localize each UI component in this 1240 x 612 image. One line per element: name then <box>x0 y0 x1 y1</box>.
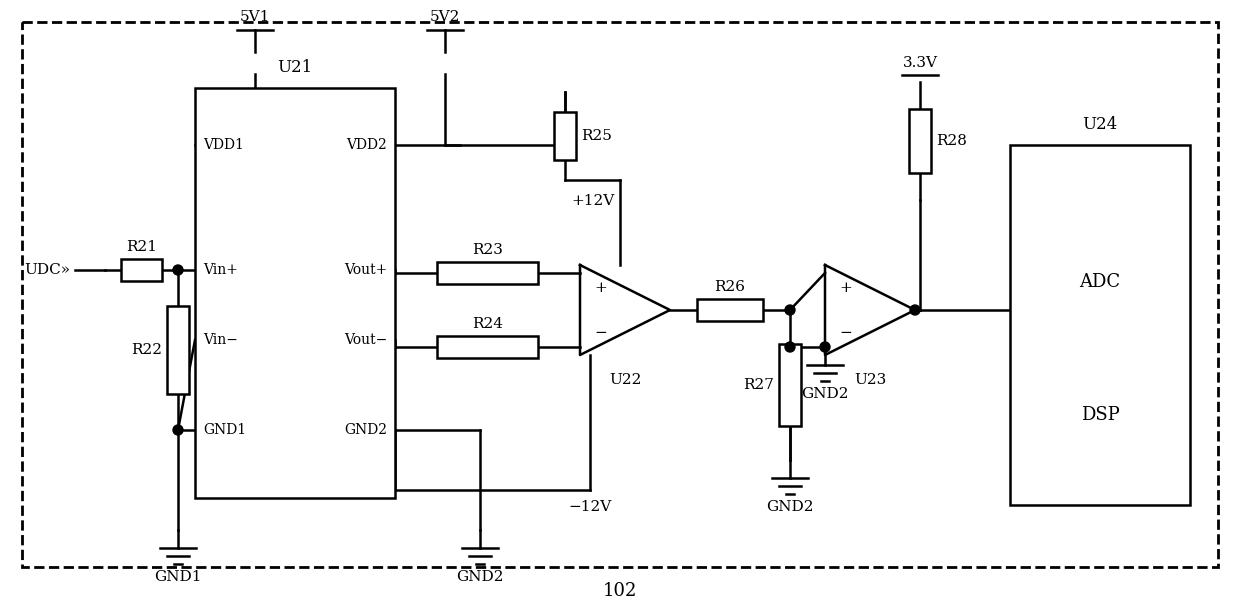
Text: VDD2: VDD2 <box>346 138 387 152</box>
Text: GND2: GND2 <box>766 500 813 514</box>
Text: UDC»: UDC» <box>24 263 69 277</box>
Text: R26: R26 <box>714 280 745 294</box>
Text: U21: U21 <box>278 59 312 76</box>
Text: Vout+: Vout+ <box>343 263 387 277</box>
Text: GND2: GND2 <box>456 570 503 584</box>
Text: GND2: GND2 <box>343 423 387 437</box>
Bar <box>1011 145 1190 505</box>
Circle shape <box>910 305 920 315</box>
Circle shape <box>820 342 830 352</box>
Circle shape <box>785 342 795 352</box>
Text: 5V2: 5V2 <box>430 10 460 24</box>
Text: −: − <box>839 326 852 340</box>
Text: −: − <box>594 326 606 340</box>
Text: GND1: GND1 <box>203 423 246 437</box>
Text: +: + <box>839 280 852 294</box>
Text: Vin−: Vin− <box>203 333 238 347</box>
Text: −12V: −12V <box>568 500 611 514</box>
Circle shape <box>785 305 795 315</box>
Bar <box>436 262 538 284</box>
Bar <box>167 306 188 394</box>
Text: R21: R21 <box>126 240 157 254</box>
Text: R25: R25 <box>582 129 611 143</box>
Text: U24: U24 <box>1083 116 1117 133</box>
Bar <box>122 259 161 281</box>
Text: R23: R23 <box>472 243 503 257</box>
Text: DSP: DSP <box>1080 406 1120 424</box>
Bar <box>22 22 1218 567</box>
Circle shape <box>174 265 184 275</box>
Circle shape <box>174 425 184 435</box>
Text: ADC: ADC <box>1080 273 1121 291</box>
Text: GND2: GND2 <box>801 387 848 401</box>
Text: 3.3V: 3.3V <box>903 56 937 70</box>
Text: 5V1: 5V1 <box>239 10 270 24</box>
Text: U22: U22 <box>609 373 641 387</box>
Bar <box>909 108 931 173</box>
Bar <box>697 299 763 321</box>
Bar <box>554 112 577 160</box>
Text: +12V: +12V <box>570 194 614 208</box>
Bar <box>436 336 538 358</box>
Text: 102: 102 <box>603 582 637 600</box>
Text: +: + <box>594 280 606 294</box>
Bar <box>195 88 396 498</box>
Text: Vout−: Vout− <box>343 333 387 347</box>
Text: GND1: GND1 <box>154 570 202 584</box>
Text: R22: R22 <box>131 343 162 357</box>
Text: Vin+: Vin+ <box>203 263 238 277</box>
Text: VDD1: VDD1 <box>203 138 244 152</box>
Text: R24: R24 <box>472 317 503 331</box>
Bar <box>779 344 801 426</box>
Text: R28: R28 <box>936 134 967 148</box>
Text: R27: R27 <box>743 378 774 392</box>
Text: U23: U23 <box>854 373 887 387</box>
